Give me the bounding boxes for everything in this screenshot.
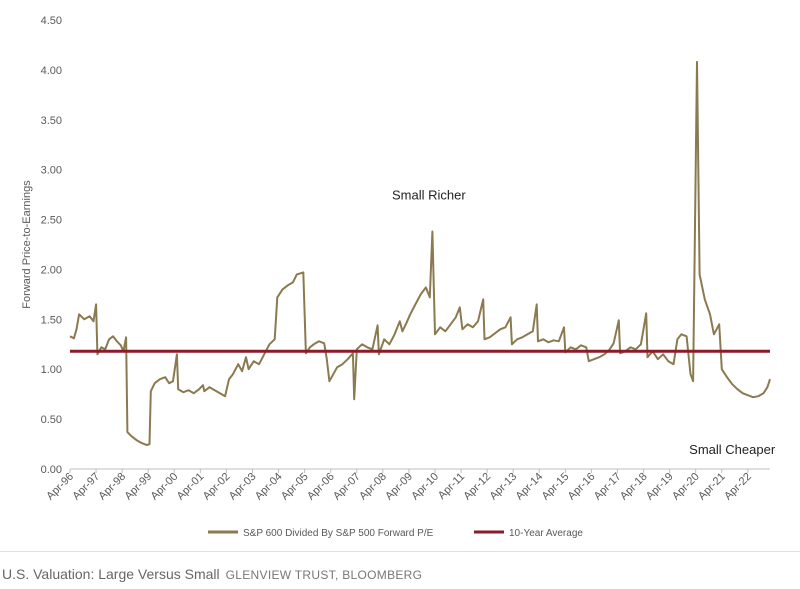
- y-axis-title: Forward Price-to-Earnings: [21, 180, 33, 309]
- annotation-small-richer: Small Richer: [392, 188, 466, 203]
- x-tick-label: Apr-11: [436, 471, 467, 502]
- y-tick-label: 1.00: [41, 364, 62, 376]
- x-tick-label: Apr-99: [122, 471, 154, 503]
- chart-frame: 0.00 0.50 1.00 1.50 2.00 2.50 3.00 3.50 4.00 4.50…: [0, 15, 800, 552]
- y-tick-label: 1.50: [41, 314, 62, 326]
- y-tick-label: 3.00: [41, 165, 62, 177]
- caption-title: U.S. Valuation: Large Versus Small: [2, 566, 220, 582]
- series-line-sp600-sp500-ratio: [69, 60, 771, 447]
- y-tick-label: 4.00: [41, 65, 62, 77]
- x-tick-label: Apr-08: [357, 471, 389, 503]
- x-tick-label: Apr-03: [227, 471, 259, 503]
- legend-label-average: 10-Year Average: [509, 528, 583, 539]
- x-tick-label: Apr-21: [696, 471, 728, 503]
- annotation-small-cheaper: Small Cheaper: [689, 442, 776, 457]
- x-tick-label: Apr-18: [618, 471, 650, 503]
- x-tick-label: Apr-97: [70, 471, 102, 503]
- x-axis-ticks: Apr-96Apr-97Apr-98Apr-99Apr-00Apr-01Apr-…: [44, 469, 754, 502]
- y-axis-ticks: 0.00 0.50 1.00 1.50 2.00 2.50 3.00 3.50 4.00 4.50: [41, 15, 62, 476]
- figure-caption: U.S. Valuation: Large Versus Small GLENVI…: [2, 566, 422, 582]
- x-tick-label: Apr-10: [409, 471, 441, 503]
- y-tick-label: 2.50: [41, 215, 62, 227]
- x-tick-label: Apr-20: [670, 471, 702, 503]
- x-tick-label: Apr-15: [540, 471, 572, 503]
- x-tick-label: Apr-14: [514, 471, 546, 503]
- x-tick-label: Apr-09: [383, 471, 415, 503]
- x-tick-label: Apr-19: [644, 471, 676, 503]
- x-tick-label: Apr-17: [592, 471, 624, 503]
- chart-svg: 0.00 0.50 1.00 1.50 2.00 2.50 3.00 3.50 4.00 4.50…: [21, 15, 776, 539]
- x-tick-label: Apr-06: [305, 471, 337, 503]
- x-tick-label: Apr-05: [279, 471, 311, 503]
- x-tick-label: Apr-00: [149, 471, 181, 503]
- x-tick-label: Apr-07: [331, 471, 363, 503]
- y-tick-label: 2.00: [41, 264, 62, 276]
- y-tick-label: 4.50: [41, 15, 62, 27]
- x-tick-label: Apr-02: [201, 471, 233, 503]
- x-tick-label: Apr-01: [175, 471, 207, 503]
- legend: S&P 600 Divided By S&P 500 Forward P/E 1…: [208, 528, 583, 539]
- y-tick-label: 3.50: [41, 115, 62, 127]
- x-tick-label: Apr-12: [461, 471, 493, 503]
- legend-label-ratio: S&P 600 Divided By S&P 500 Forward P/E: [243, 528, 434, 539]
- y-tick-label: 0.50: [41, 414, 62, 426]
- x-tick-label: Apr-16: [566, 471, 598, 503]
- x-tick-label: Apr-98: [96, 471, 128, 503]
- x-tick-label: Apr-13: [487, 471, 519, 503]
- caption-source: GLENVIEW TRUST, BLOOMBERG: [225, 568, 423, 582]
- x-tick-label: Apr-04: [253, 471, 285, 503]
- y-tick-label: 0.00: [41, 464, 62, 476]
- x-tick-label: Apr-22: [722, 471, 754, 503]
